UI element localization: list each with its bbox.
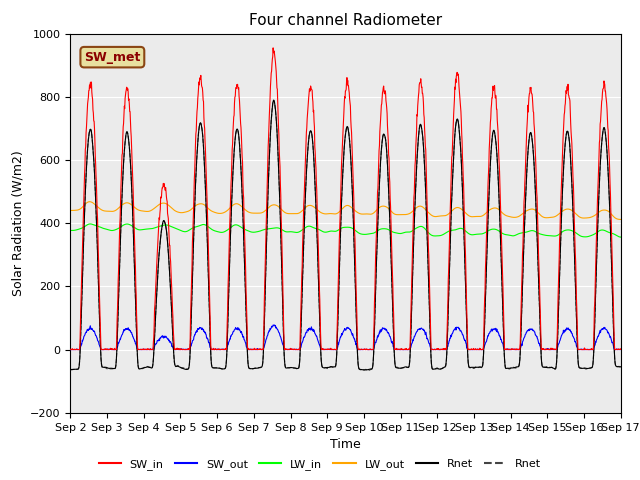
LW_out: [552, 213, 559, 219]
Rnet: [250, 365, 258, 371]
SW_out: [552, 347, 559, 352]
SW_in: [432, 347, 440, 352]
Rnet: [250, 365, 258, 371]
Rnet: [504, 365, 511, 371]
Rnet: [432, 366, 440, 372]
LW_out: [504, 213, 511, 219]
SW_in: [67, 347, 74, 352]
Line: LW_in: LW_in: [70, 224, 621, 237]
LW_out: [176, 210, 184, 216]
SW_out: [67, 347, 74, 352]
Line: SW_in: SW_in: [70, 48, 621, 349]
Rnet: [67, 367, 74, 372]
X-axis label: Time: Time: [330, 438, 361, 451]
Rnet: [552, 363, 560, 369]
LW_in: [431, 233, 439, 239]
Rnet: [365, 367, 373, 373]
SW_in: [176, 347, 184, 352]
SW_in: [189, 219, 197, 225]
Rnet: [552, 364, 560, 370]
SW_in: [504, 346, 511, 352]
Rnet: [269, 97, 277, 103]
Rnet: [189, 261, 196, 266]
SW_out: [189, 337, 196, 343]
SW_in: [251, 346, 259, 352]
LW_in: [67, 228, 74, 233]
SW_in: [67, 347, 75, 352]
Line: LW_out: LW_out: [70, 202, 621, 219]
Text: SW_met: SW_met: [84, 51, 141, 64]
Rnet: [67, 367, 74, 372]
LW_in: [504, 232, 511, 238]
Rnet: [270, 97, 278, 103]
SW_in: [269, 45, 277, 51]
Rnet: [362, 367, 370, 373]
Y-axis label: Solar Radiation (W/m2): Solar Radiation (W/m2): [12, 150, 24, 296]
Line: Rnet: Rnet: [70, 100, 621, 370]
Rnet: [189, 260, 196, 266]
LW_in: [176, 228, 184, 233]
SW_out: [504, 347, 511, 352]
SW_out: [431, 347, 439, 352]
Legend: SW_in, SW_out, LW_in, LW_out, Rnet, Rnet: SW_in, SW_out, LW_in, LW_out, Rnet, Rnet: [94, 455, 546, 474]
Rnet: [617, 364, 625, 370]
SW_in: [552, 347, 560, 352]
LW_in: [552, 233, 559, 239]
LW_out: [86, 199, 93, 204]
LW_in: [189, 225, 197, 231]
LW_out: [67, 208, 74, 214]
LW_out: [617, 216, 625, 222]
Rnet: [504, 365, 511, 371]
SW_out: [250, 347, 258, 352]
Rnet: [617, 364, 625, 370]
Rnet: [175, 364, 183, 370]
SW_out: [269, 322, 277, 328]
SW_in: [617, 347, 625, 352]
LW_out: [189, 205, 197, 211]
Rnet: [175, 364, 183, 370]
LW_out: [251, 210, 259, 216]
SW_out: [617, 347, 625, 352]
SW_out: [175, 346, 183, 352]
Line: SW_out: SW_out: [70, 325, 621, 349]
Title: Four channel Radiometer: Four channel Radiometer: [249, 13, 442, 28]
LW_out: [431, 214, 439, 219]
LW_in: [251, 229, 259, 235]
LW_in: [86, 221, 94, 227]
Rnet: [432, 366, 440, 372]
Line: Rnet: Rnet: [70, 100, 621, 370]
LW_in: [617, 234, 625, 240]
